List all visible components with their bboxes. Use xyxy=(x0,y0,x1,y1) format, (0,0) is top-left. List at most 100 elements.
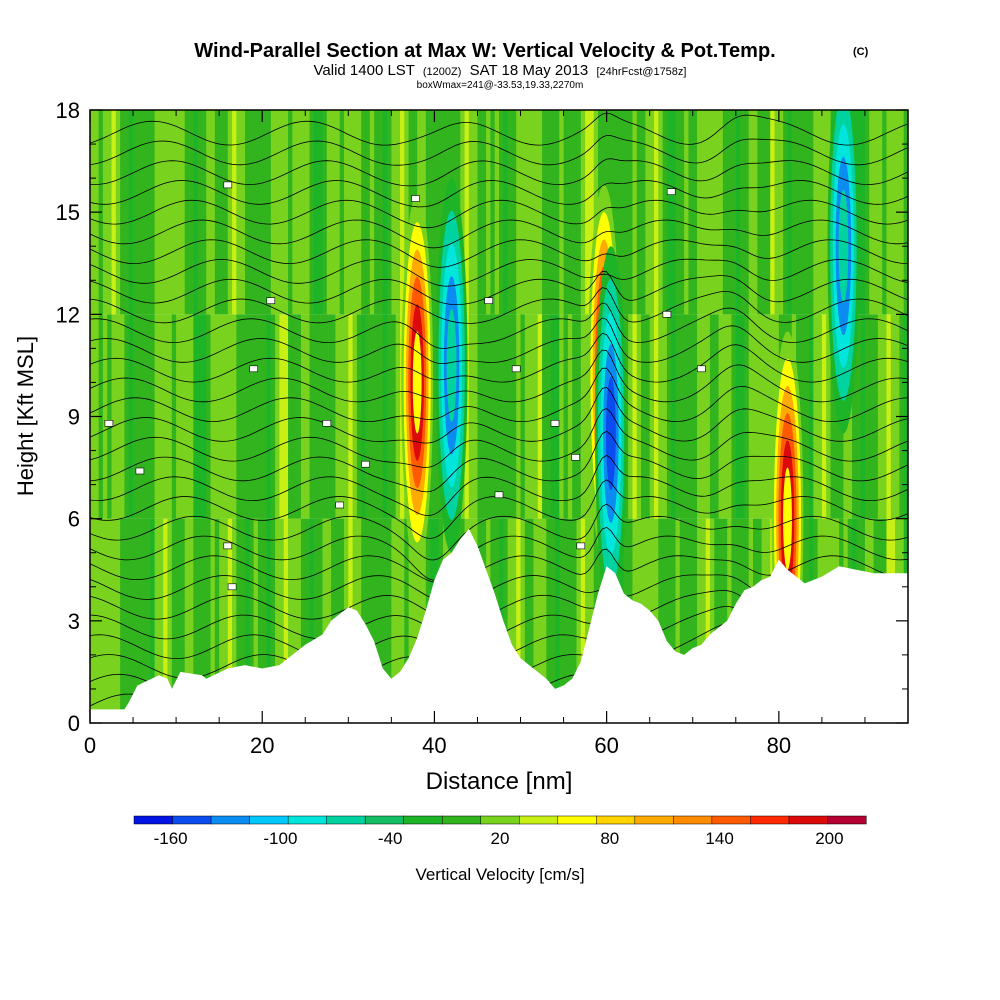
velocity-cell xyxy=(529,110,535,315)
velocity-cell xyxy=(335,110,341,315)
velocity-cell xyxy=(232,518,237,723)
velocity-cell xyxy=(326,314,332,519)
velocity-cell xyxy=(490,314,496,519)
velocity-cell xyxy=(632,314,638,519)
velocity-cell xyxy=(709,518,715,723)
velocity-cell xyxy=(154,518,160,723)
velocity-cell xyxy=(744,314,750,519)
theta-label-box xyxy=(361,460,370,468)
velocity-cell xyxy=(115,110,121,315)
velocity-cell xyxy=(860,314,866,519)
velocity-cell xyxy=(197,518,203,723)
velocity-cell xyxy=(102,314,108,519)
velocity-cell xyxy=(361,314,367,519)
colorbar-swatch xyxy=(210,815,251,825)
velocity-cell xyxy=(361,110,367,315)
velocity-cell xyxy=(494,110,500,315)
velocity-cell xyxy=(666,110,672,315)
theta-label-box xyxy=(662,310,672,318)
velocity-cell xyxy=(374,110,380,315)
velocity-cell xyxy=(765,110,771,315)
velocity-cell xyxy=(688,110,694,315)
velocity-cell xyxy=(236,518,242,723)
velocity-cell xyxy=(692,518,698,723)
velocity-cell xyxy=(645,110,651,315)
velocity-cell xyxy=(214,518,220,723)
theta-label-box xyxy=(227,583,237,591)
velocity-cell xyxy=(460,110,466,315)
velocity-cell xyxy=(499,314,504,519)
velocity-cell xyxy=(507,314,513,519)
velocity-cell xyxy=(701,314,707,519)
velocity-cell xyxy=(326,518,332,723)
x-tick-label: 40 xyxy=(422,733,446,758)
velocity-plume xyxy=(412,331,422,434)
velocity-cell xyxy=(800,314,806,519)
velocity-cell xyxy=(374,518,380,723)
theta-contour xyxy=(90,199,908,229)
velocity-cell xyxy=(464,314,470,519)
velocity-cell xyxy=(309,518,315,723)
theta-contour xyxy=(90,258,908,287)
velocity-cell xyxy=(387,314,392,519)
velocity-cell xyxy=(524,314,530,519)
velocity-cell xyxy=(417,518,423,723)
velocity-cell xyxy=(567,314,573,519)
velocity-cell xyxy=(128,110,134,315)
theta-label-box xyxy=(576,542,586,550)
velocity-cell xyxy=(171,314,177,519)
velocity-cell xyxy=(675,518,681,723)
velocity-cell xyxy=(473,314,479,519)
subtitle-date: SAT 18 May 2013 xyxy=(470,62,589,79)
velocity-cell xyxy=(378,518,384,723)
velocity-cell xyxy=(490,110,496,315)
velocity-cell xyxy=(658,110,664,315)
velocity-cell xyxy=(154,314,160,519)
theta-label-box xyxy=(511,365,521,373)
velocity-cell xyxy=(542,314,547,519)
velocity-cell xyxy=(671,518,677,723)
velocity-cell xyxy=(399,518,405,723)
velocity-cell xyxy=(503,110,509,315)
velocity-cell xyxy=(537,518,543,723)
velocity-cell xyxy=(753,314,758,519)
velocity-cell xyxy=(309,314,315,519)
velocity-cell xyxy=(529,518,535,723)
velocity-cell xyxy=(378,110,384,315)
theta-label-box xyxy=(494,491,504,499)
velocity-cell xyxy=(141,518,147,723)
colorbar-swatch xyxy=(364,815,405,825)
velocity-cell xyxy=(257,518,263,723)
velocity-cell xyxy=(576,110,582,315)
velocity-cell xyxy=(714,110,720,315)
velocity-cell xyxy=(249,110,255,315)
velocity-cell xyxy=(542,110,547,315)
colorbar-swatch xyxy=(133,815,174,825)
theta-label-box xyxy=(322,419,332,427)
velocity-cell xyxy=(559,314,565,519)
velocity-cell xyxy=(141,314,147,519)
velocity-cell xyxy=(529,314,535,519)
x-tick-label: 60 xyxy=(594,733,618,758)
velocity-cell xyxy=(563,314,569,519)
theta-label-box xyxy=(104,419,114,427)
velocity-cell xyxy=(387,518,392,723)
velocity-cell xyxy=(886,314,892,519)
velocity-cell xyxy=(653,314,659,519)
velocity-cell xyxy=(516,518,522,723)
velocity-cell xyxy=(731,110,737,315)
velocity-plume xyxy=(783,467,792,570)
velocity-cell xyxy=(658,518,664,723)
velocity-cell xyxy=(244,110,250,315)
velocity-cell xyxy=(666,314,672,519)
velocity-cell xyxy=(701,518,707,723)
theta-label-box xyxy=(223,542,233,550)
velocity-cell xyxy=(550,314,556,519)
velocity-cell xyxy=(727,110,733,315)
velocity-cell xyxy=(197,110,203,315)
velocity-cell xyxy=(864,314,870,519)
velocity-cell xyxy=(145,110,151,315)
velocity-cell xyxy=(731,314,737,519)
velocity-cell xyxy=(240,518,246,723)
velocity-cell xyxy=(662,314,668,519)
